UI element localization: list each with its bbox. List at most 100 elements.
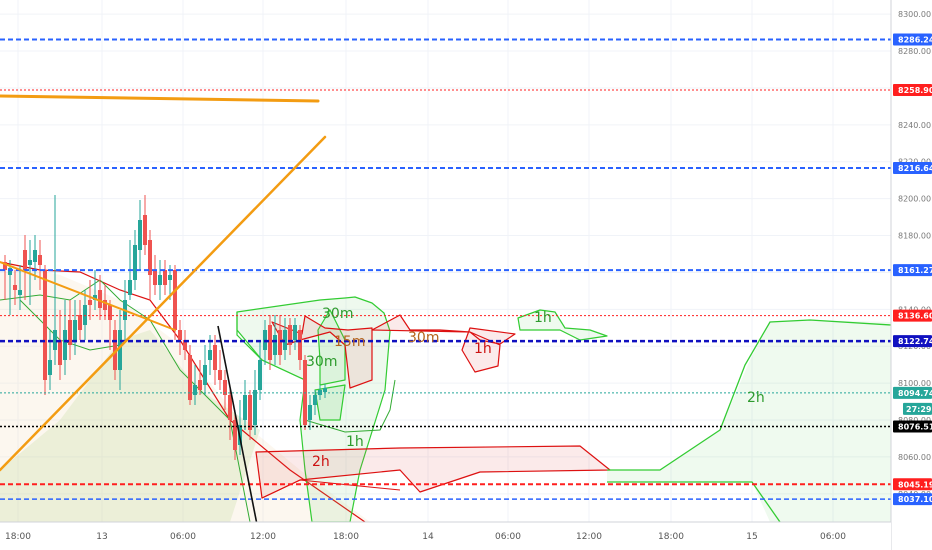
cloud-label-2h: 2h <box>747 390 765 406</box>
candle-body <box>293 325 297 340</box>
candle-body <box>8 268 12 275</box>
price-badge-label: 8094.74 <box>898 389 932 398</box>
candle-body <box>158 275 162 285</box>
candle-body <box>248 395 252 430</box>
trendline-horizontal <box>0 94 320 103</box>
candle-body <box>178 330 182 340</box>
candle-body <box>138 220 142 250</box>
price-badge-label: 8161.27 <box>898 266 932 275</box>
candle-body <box>233 420 237 450</box>
trendline-falling <box>0 261 176 331</box>
candle-body <box>28 260 32 265</box>
candle-body <box>258 360 262 390</box>
trendline-rising <box>0 135 327 472</box>
price-tick-label: 8240.00 <box>898 121 931 130</box>
price-axis[interactable]: 8300.008280.008260.008240.008220.008200.… <box>890 0 932 550</box>
price-tick-label: 8200.00 <box>898 195 931 204</box>
cloud-1h <box>517 309 608 341</box>
time-tick-label: 12:00 <box>576 532 602 542</box>
price-tick-label: 8300.00 <box>898 10 931 19</box>
price-tick-label: 8280.00 <box>898 47 931 56</box>
candle-body <box>308 405 312 420</box>
candle-body <box>23 250 27 270</box>
time-tick-label: 12:00 <box>250 532 276 542</box>
cloud-labels: 30m 15m 30m 1h 1h 1h 30m 2h 2h <box>306 306 765 470</box>
candle-body <box>203 365 207 385</box>
time-tick-label: 14 <box>422 532 434 542</box>
cloud-2h <box>607 320 891 522</box>
countdown-label: 27:29 <box>906 405 932 414</box>
candle-body <box>43 270 47 380</box>
candle-body <box>173 270 177 330</box>
price-tick-label: 8180.00 <box>898 232 931 241</box>
candle-body <box>243 395 247 420</box>
cloud-label-1h-top: 1h <box>534 310 552 326</box>
price-badge <box>893 478 932 491</box>
cloud-label-15m: 15m <box>334 334 365 350</box>
price-badge <box>893 33 932 46</box>
cloud-label-30m-low: 30m <box>306 354 337 370</box>
time-tick-label: 13 <box>96 532 107 542</box>
candles <box>3 195 327 460</box>
candle-body <box>298 330 302 360</box>
candle-body <box>208 350 212 360</box>
candle-body <box>213 345 217 370</box>
cloud-edge-green <box>0 279 251 523</box>
price-badge-label: 8286.24 <box>898 36 932 45</box>
countdown-badge <box>903 402 932 415</box>
candle-body <box>193 385 197 395</box>
price-badge-label: 8216.64 <box>898 164 932 173</box>
time-axis-bg <box>0 522 891 550</box>
cloud-30m-red <box>371 314 516 373</box>
time-tick-label: 06:00 <box>495 532 521 542</box>
candle-body <box>118 330 122 370</box>
candle-body <box>313 395 317 405</box>
time-tick-label: 18:00 <box>333 532 359 542</box>
candle-body <box>278 330 282 355</box>
price-badge <box>893 420 932 433</box>
candle-body <box>58 340 62 365</box>
time-axis[interactable]: 18:00 13 06:00 12:00 18:00 14 06:00 12:00 18:00 1… <box>0 521 891 550</box>
price-badge-label: 8122.74 <box>898 337 932 346</box>
candle-body <box>323 388 327 392</box>
cloud-label-30m: 30m <box>322 306 353 322</box>
candle-body <box>108 305 112 320</box>
candle-body <box>18 290 22 295</box>
candle-body <box>48 360 52 375</box>
candle-body <box>38 255 42 265</box>
candle-body <box>53 330 57 350</box>
candle-body <box>33 250 37 262</box>
price-badge-label: 8136.60 <box>898 312 932 321</box>
candle-body <box>143 215 147 245</box>
candle-body <box>113 330 117 370</box>
price-tick-label: 8100.00 <box>898 379 931 388</box>
time-tick-label: 18:00 <box>5 532 31 542</box>
cloud-green <box>314 384 346 421</box>
price-badge <box>893 386 932 399</box>
cloud-edge-green <box>236 312 306 381</box>
cloud-area <box>0 262 370 522</box>
time-tick-label: 15 <box>746 532 757 542</box>
price-badge <box>893 309 932 322</box>
horizontal-levels[interactable] <box>0 38 891 500</box>
price-badge <box>893 83 932 96</box>
cloud-edge-green <box>607 481 781 523</box>
cloud-label-1h: 1h <box>346 434 364 450</box>
price-badge <box>893 161 932 174</box>
trendline-black <box>217 325 263 550</box>
candle-body <box>88 300 92 305</box>
cloud-edge-red <box>261 479 401 499</box>
price-badge <box>893 264 932 277</box>
candle-body <box>3 262 7 270</box>
cloud-edge-green <box>607 319 892 471</box>
candle-body <box>268 325 272 360</box>
trendlines[interactable] <box>0 94 327 550</box>
candle-body <box>83 305 87 325</box>
ichimoku-clouds <box>0 261 892 523</box>
price-badge-label: 8037.10 <box>898 495 932 504</box>
candle-body <box>183 340 187 350</box>
time-tick-label: 06:00 <box>170 532 196 542</box>
candle-body <box>98 290 102 308</box>
candle-body <box>223 380 227 395</box>
